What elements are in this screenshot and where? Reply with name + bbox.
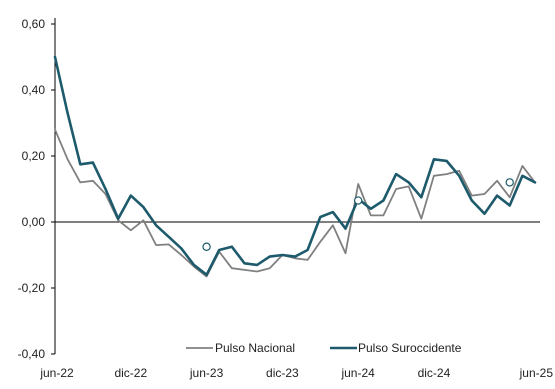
y-tick-label: 0,60 (22, 17, 46, 31)
x-tick-label: dic-23 (266, 366, 299, 380)
x-tick-label: dic-24 (418, 366, 451, 380)
series-marker (353, 196, 363, 205)
x-tick-label: jun-22 (39, 366, 74, 380)
y-tick-label: -0,20 (18, 281, 46, 295)
legend-item-pulso-suroccidente: Pulso Suroccidente (358, 341, 462, 355)
series-line-pulso-suroccidente (53, 55, 537, 277)
series-marker (505, 178, 514, 187)
x-tick-label: jun-25 (519, 366, 554, 380)
x-tick-label: jun-24 (340, 366, 375, 380)
series-marker (202, 242, 211, 251)
x-tick-label: dic-22 (114, 366, 147, 380)
y-tick-label: 0,00 (22, 215, 46, 229)
y-tick-label: 0,20 (22, 149, 46, 163)
y-tick-label: -0,40 (18, 347, 46, 361)
y-tick-label: 0,40 (22, 83, 46, 97)
x-tick-label: jun-23 (189, 366, 224, 380)
legend-item-pulso-nacional: Pulso Nacional (215, 341, 295, 355)
